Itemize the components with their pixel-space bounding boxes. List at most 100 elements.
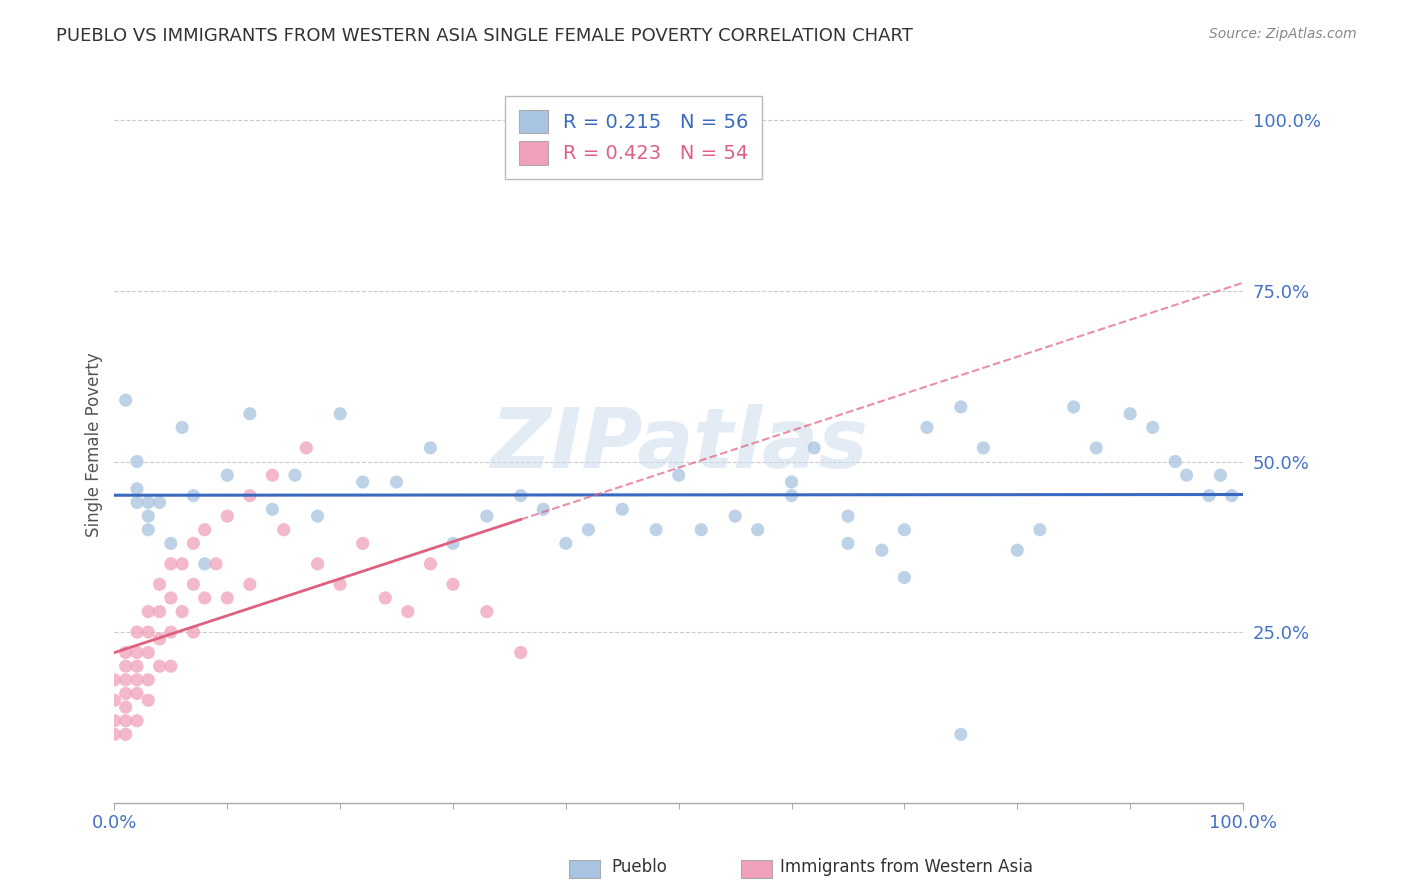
Point — [352, 475, 374, 489]
Point — [114, 393, 136, 408]
Point — [893, 523, 915, 537]
Point — [125, 482, 148, 496]
Point — [1220, 489, 1243, 503]
Point — [295, 441, 318, 455]
Point — [136, 673, 159, 687]
Point — [217, 468, 239, 483]
Point — [114, 700, 136, 714]
Point — [374, 591, 396, 605]
Point — [1029, 523, 1052, 537]
Y-axis label: Single Female Poverty: Single Female Poverty — [86, 352, 103, 537]
Point — [612, 502, 634, 516]
Point — [747, 523, 769, 537]
Point — [136, 509, 159, 524]
Point — [329, 407, 352, 421]
Point — [307, 557, 329, 571]
Point — [160, 591, 183, 605]
Point — [1164, 454, 1187, 468]
Point — [1085, 441, 1108, 455]
Point — [509, 489, 531, 503]
Point — [103, 693, 125, 707]
Point — [125, 454, 148, 468]
Point — [183, 577, 205, 591]
Point — [1142, 420, 1164, 434]
Point — [576, 523, 599, 537]
Point — [1209, 468, 1232, 483]
Point — [396, 605, 419, 619]
Point — [645, 523, 668, 537]
Point — [217, 591, 239, 605]
Point — [217, 509, 239, 524]
Point — [125, 625, 148, 640]
Point — [972, 441, 994, 455]
Point — [103, 714, 125, 728]
Point — [183, 536, 205, 550]
Point — [160, 625, 183, 640]
Point — [690, 523, 713, 537]
Point — [125, 495, 148, 509]
Point — [114, 673, 136, 687]
Point — [194, 557, 217, 571]
Point — [1175, 468, 1198, 483]
Point — [160, 536, 183, 550]
Point — [1198, 489, 1220, 503]
Point — [239, 577, 262, 591]
Point — [893, 570, 915, 584]
Point — [148, 605, 170, 619]
Point — [307, 509, 329, 524]
Text: Pueblo: Pueblo — [612, 858, 668, 876]
Point — [803, 441, 825, 455]
Point — [183, 625, 205, 640]
Point — [239, 489, 262, 503]
Point — [125, 714, 148, 728]
Point — [531, 502, 554, 516]
Point — [114, 686, 136, 700]
Point — [1063, 400, 1085, 414]
Point — [780, 475, 803, 489]
Point — [114, 659, 136, 673]
Point — [125, 659, 148, 673]
Point — [114, 727, 136, 741]
Point — [1119, 407, 1142, 421]
Point — [837, 509, 859, 524]
Point — [125, 673, 148, 687]
Point — [668, 468, 690, 483]
Point — [172, 605, 194, 619]
Point — [194, 523, 217, 537]
Point — [870, 543, 893, 558]
Point — [273, 523, 295, 537]
Text: ZIPatlas: ZIPatlas — [489, 404, 868, 485]
Point — [125, 686, 148, 700]
Point — [103, 673, 125, 687]
Point — [136, 693, 159, 707]
Point — [724, 509, 747, 524]
Point — [136, 495, 159, 509]
Point — [780, 489, 803, 503]
Point — [554, 536, 576, 550]
Text: PUEBLO VS IMMIGRANTS FROM WESTERN ASIA SINGLE FEMALE POVERTY CORRELATION CHART: PUEBLO VS IMMIGRANTS FROM WESTERN ASIA S… — [56, 27, 912, 45]
Point — [136, 646, 159, 660]
Point — [352, 536, 374, 550]
Point — [329, 577, 352, 591]
Point — [136, 523, 159, 537]
Point — [441, 536, 464, 550]
Point — [125, 646, 148, 660]
Point — [148, 659, 170, 673]
Point — [284, 468, 307, 483]
Point — [262, 502, 284, 516]
Text: Source: ZipAtlas.com: Source: ZipAtlas.com — [1209, 27, 1357, 41]
Point — [172, 420, 194, 434]
Point — [205, 557, 228, 571]
Point — [194, 591, 217, 605]
Point — [475, 509, 498, 524]
Point — [915, 420, 938, 434]
Point — [160, 659, 183, 673]
Point — [114, 714, 136, 728]
Point — [148, 632, 170, 646]
Point — [183, 489, 205, 503]
Point — [114, 646, 136, 660]
Point — [837, 536, 859, 550]
Point — [172, 557, 194, 571]
Point — [475, 605, 498, 619]
Point — [136, 605, 159, 619]
